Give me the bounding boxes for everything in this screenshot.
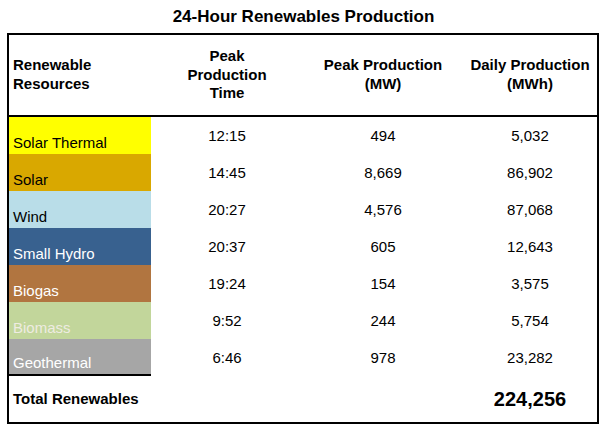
col-header-renewable-resources: Renewable Resources (9, 35, 151, 115)
table-row: Wind 20:27 4,576 87,068 (9, 191, 597, 228)
table-body: Solar Thermal 12:15 494 5,032 Solar 14:4… (9, 117, 597, 376)
peak-mw-cell: 978 (303, 339, 463, 376)
resource-name-cell: Geothermal (9, 339, 151, 376)
peak-time-cell: 19:24 (151, 265, 303, 302)
total-row: Total Renewables 224,256 (9, 376, 597, 422)
table-row: Biomass 9:52 244 5,754 (9, 302, 597, 339)
table-header: Renewable Resources Peak Production Time… (9, 35, 597, 117)
daily-mwh-cell: 86,902 (463, 154, 597, 191)
resource-name-cell: Biomass (9, 302, 151, 339)
total-spacer-peak-time (151, 376, 303, 422)
col-header-label: Daily Production (MWh) (465, 56, 595, 94)
peak-time-cell: 14:45 (151, 154, 303, 191)
col-header-peak-production-mw: Peak Production (MW) (303, 35, 463, 115)
col-header-label: Peak Production Time (181, 47, 273, 103)
peak-time-cell: 20:27 (151, 191, 303, 228)
daily-mwh-cell: 87,068 (463, 191, 597, 228)
col-header-label: Peak Production (MW) (318, 56, 448, 94)
table-row: Solar 14:45 8,669 86,902 (9, 154, 597, 191)
peak-time-cell: 20:37 (151, 228, 303, 265)
peak-mw-cell: 244 (303, 302, 463, 339)
daily-mwh-cell: 5,754 (463, 302, 597, 339)
page-title: 24-Hour Renewables Production (0, 7, 607, 27)
total-spacer-peak-mw (303, 376, 463, 422)
peak-time-cell: 6:46 (151, 339, 303, 376)
peak-mw-cell: 8,669 (303, 154, 463, 191)
peak-time-cell: 9:52 (151, 302, 303, 339)
resource-name-cell: Solar Thermal (9, 117, 151, 154)
total-daily-mwh-value: 224,256 (463, 376, 597, 422)
peak-mw-cell: 4,576 (303, 191, 463, 228)
col-header-label: Renewable Resources (13, 56, 151, 94)
daily-mwh-cell: 23,282 (463, 339, 597, 376)
renewables-table: Renewable Resources Peak Production Time… (7, 33, 599, 424)
table-row: Solar Thermal 12:15 494 5,032 (9, 117, 597, 154)
peak-mw-cell: 605 (303, 228, 463, 265)
daily-mwh-cell: 12,643 (463, 228, 597, 265)
total-label: Total Renewables (9, 376, 151, 422)
resource-name-cell: Wind (9, 191, 151, 228)
peak-mw-cell: 494 (303, 117, 463, 154)
resource-name-cell: Biogas (9, 265, 151, 302)
peak-mw-cell: 154 (303, 265, 463, 302)
daily-mwh-cell: 3,575 (463, 265, 597, 302)
resource-name-cell: Small Hydro (9, 228, 151, 265)
table-row: Small Hydro 20:37 605 12,643 (9, 228, 597, 265)
table-row: Geothermal 6:46 978 23,282 (9, 339, 597, 376)
table-row: Biogas 19:24 154 3,575 (9, 265, 597, 302)
col-header-peak-production-time: Peak Production Time (151, 35, 303, 115)
col-header-daily-production-mwh: Daily Production (MWh) (463, 35, 597, 115)
daily-mwh-cell: 5,032 (463, 117, 597, 154)
resource-name-cell: Solar (9, 154, 151, 191)
peak-time-cell: 12:15 (151, 117, 303, 154)
